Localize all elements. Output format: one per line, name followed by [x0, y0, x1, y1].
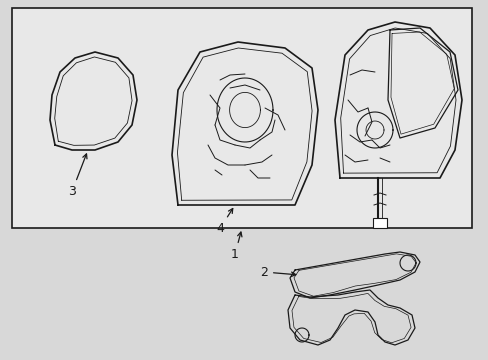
Text: 4: 4 — [216, 208, 232, 235]
Text: 2: 2 — [260, 266, 295, 279]
Bar — [12, 8, 471, 228]
Text: 1: 1 — [231, 232, 242, 261]
Text: 3: 3 — [68, 154, 87, 198]
Bar — [372, 218, 386, 228]
